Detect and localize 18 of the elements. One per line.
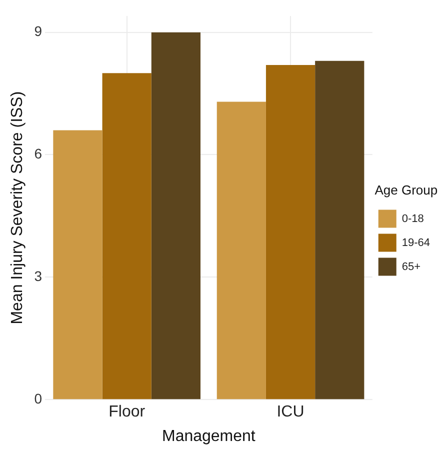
x-axis-title: Management	[162, 428, 256, 445]
legend-label: 65+	[402, 260, 421, 273]
legend-label: 0-18	[402, 212, 424, 225]
legend-title: Age Group	[374, 182, 438, 198]
bar	[266, 64, 316, 400]
bar	[151, 32, 200, 400]
x-tick-label: ICU	[276, 404, 304, 421]
y-tick-label: 6	[34, 146, 42, 162]
bar	[315, 60, 364, 400]
y-axis-title: Mean Injury Severity Score (ISS)	[9, 91, 26, 324]
y-tick-label: 0	[34, 390, 42, 406]
y-tick-label: 3	[34, 268, 42, 284]
x-tick-label: Floor	[108, 404, 146, 421]
bar	[102, 73, 152, 400]
bar	[53, 130, 102, 400]
legend-label: 19-64	[402, 236, 430, 249]
y-tick-label: 9	[34, 23, 42, 40]
bar	[216, 102, 266, 400]
